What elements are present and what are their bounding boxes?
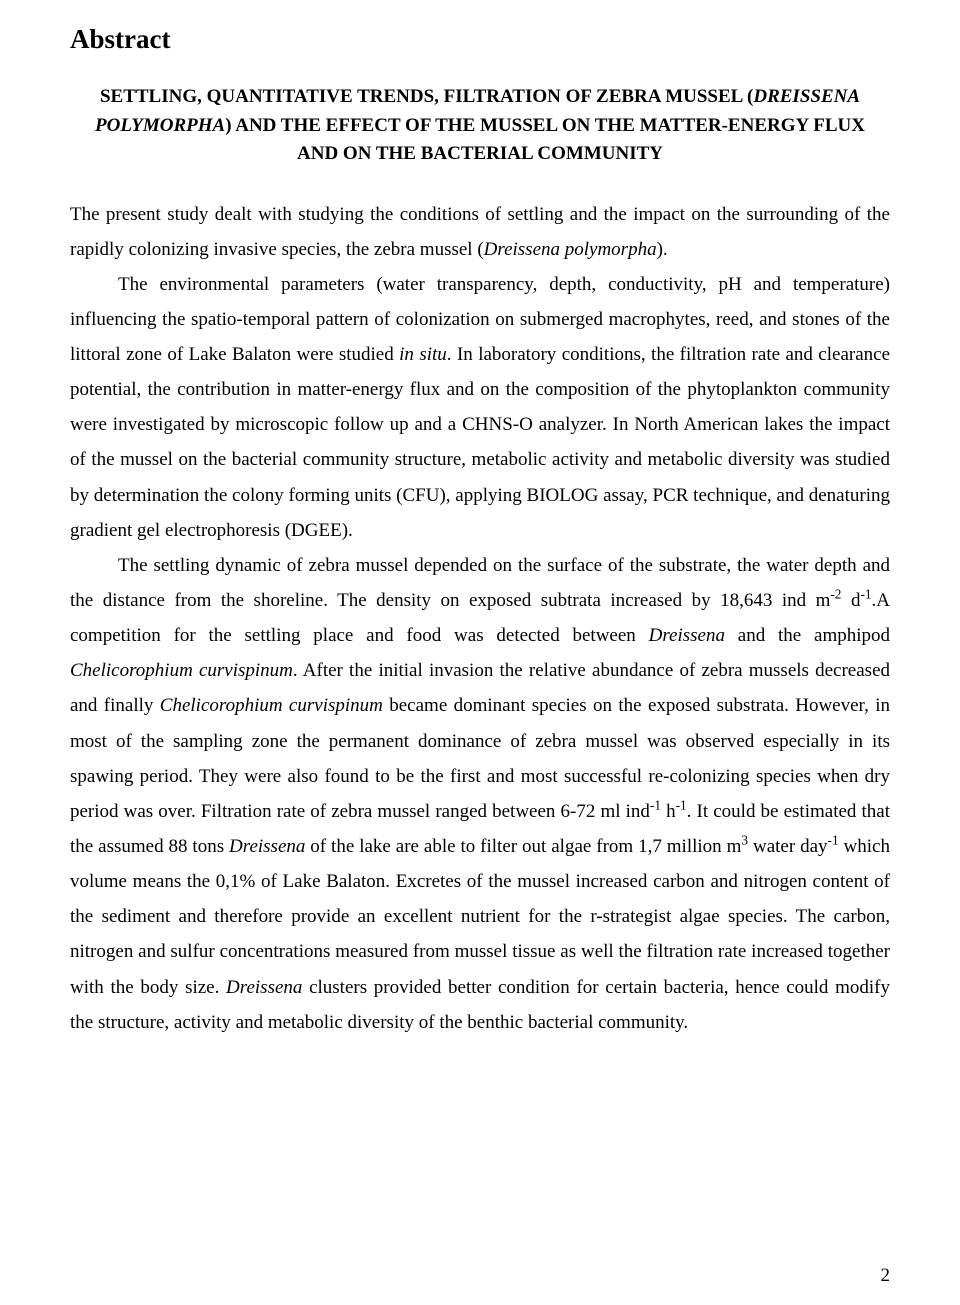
title-block: SETTLING, QUANTITATIVE TRENDS, FILTRATIO… bbox=[70, 83, 890, 169]
text: of the lake are able to filter out algae… bbox=[305, 836, 741, 857]
superscript: -1 bbox=[860, 587, 871, 602]
text: and the amphipod bbox=[725, 625, 890, 646]
page-number: 2 bbox=[881, 1265, 891, 1287]
text: water day bbox=[748, 836, 827, 857]
paragraph-3: The settling dynamic of zebra mussel dep… bbox=[70, 548, 890, 1040]
body-text: The present study dealt with studying th… bbox=[70, 197, 890, 1040]
abstract-heading: Abstract bbox=[70, 24, 890, 55]
superscript: -1 bbox=[828, 833, 839, 848]
paragraph-1: The present study dealt with studying th… bbox=[70, 197, 890, 267]
title-italic: POLYMORPHA bbox=[95, 115, 225, 136]
latin-phrase: in situ bbox=[399, 344, 447, 365]
superscript: -2 bbox=[830, 587, 841, 602]
species-name: Dreissena polymorpha bbox=[484, 239, 657, 260]
text: . In laboratory conditions, the filtrati… bbox=[70, 344, 890, 541]
text: The present study dealt with studying th… bbox=[70, 204, 890, 260]
species-name: Dreissena bbox=[649, 625, 725, 646]
title-text: ) AND THE EFFECT OF THE MUSSEL ON THE MA… bbox=[225, 115, 865, 136]
title-line-3: AND ON THE BACTERIAL COMMUNITY bbox=[70, 140, 890, 169]
text: which volume means the 0,1% of Lake Bala… bbox=[70, 836, 890, 998]
superscript: -1 bbox=[650, 798, 661, 813]
text: ). bbox=[657, 239, 668, 260]
page: Abstract SETTLING, QUANTITATIVE TRENDS, … bbox=[0, 0, 960, 1305]
text: The settling dynamic of zebra mussel dep… bbox=[70, 555, 890, 611]
title-line-1: SETTLING, QUANTITATIVE TRENDS, FILTRATIO… bbox=[70, 83, 890, 112]
text: d bbox=[841, 590, 860, 611]
text: h bbox=[661, 801, 676, 822]
species-name: Chelicorophium curvispinum bbox=[70, 660, 293, 681]
species-name: Dreissena bbox=[229, 836, 305, 857]
species-name: Chelicorophium curvispinum bbox=[160, 695, 383, 716]
paragraph-2: The environmental parameters (water tran… bbox=[70, 267, 890, 548]
title-italic: DREISSENA bbox=[753, 86, 860, 107]
superscript: -1 bbox=[676, 798, 687, 813]
species-name: Dreissena bbox=[226, 977, 302, 998]
title-text: SETTLING, QUANTITATIVE TRENDS, FILTRATIO… bbox=[100, 86, 753, 107]
title-line-2: POLYMORPHA) AND THE EFFECT OF THE MUSSEL… bbox=[70, 112, 890, 141]
